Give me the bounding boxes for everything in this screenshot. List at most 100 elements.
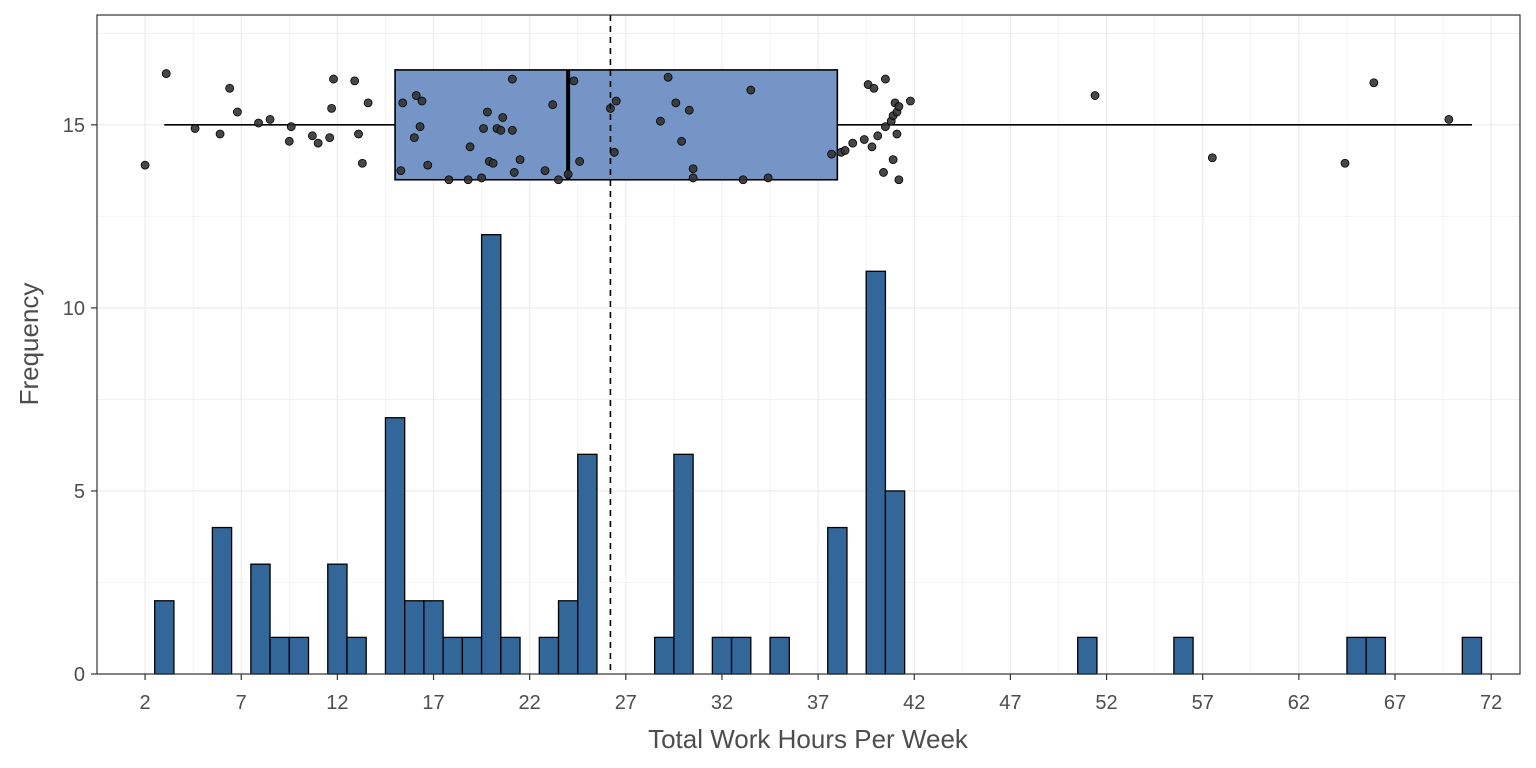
jitter-point <box>677 136 686 146</box>
jitter-point <box>140 160 150 170</box>
histogram-bar <box>557 600 579 675</box>
jitter-point <box>663 72 673 82</box>
jitter-point <box>881 74 890 84</box>
histogram-bar <box>211 526 233 675</box>
jitter-point <box>671 98 681 108</box>
histogram-bar <box>730 636 752 675</box>
histogram-bar <box>423 600 444 675</box>
jitter-point <box>746 85 756 95</box>
x-tick-label: 27 <box>615 692 637 714</box>
jitter-point <box>307 131 317 141</box>
plot-panel-border <box>96 14 1521 675</box>
jitter-point <box>894 102 904 111</box>
jitter-point <box>327 103 337 113</box>
histogram-bar <box>1461 636 1483 675</box>
jitter-point <box>688 173 698 183</box>
jitter-point <box>575 157 585 166</box>
histogram-bar <box>288 636 310 675</box>
boxplot <box>164 69 1472 181</box>
histogram-bar <box>827 526 848 675</box>
jitter-point <box>232 107 242 117</box>
histogram-bar <box>346 636 367 675</box>
jitter-point <box>444 175 454 185</box>
jitter-point <box>1207 153 1217 163</box>
jitter-point <box>477 173 486 183</box>
jitter-point <box>423 160 433 170</box>
jitter-point <box>265 114 275 124</box>
jitter-point <box>417 96 427 106</box>
jitter-point <box>350 76 360 86</box>
histogram-bar <box>711 636 733 675</box>
histogram-bar <box>480 234 502 675</box>
jitter-point <box>409 133 419 143</box>
x-tick-label: 42 <box>903 692 925 714</box>
boxplot-box <box>394 69 839 181</box>
jitter-point <box>225 83 235 93</box>
x-tick-label: 52 <box>1095 692 1117 714</box>
histogram-bar <box>404 600 425 675</box>
y-tick-label: 10 <box>63 298 85 320</box>
jitter-point <box>906 96 915 106</box>
jitter-point <box>507 74 517 84</box>
jitter-point <box>867 142 877 152</box>
x-axis-title: Total Work Hours Per Week <box>648 724 969 754</box>
jitter-point <box>763 173 773 183</box>
y-tick-label: 0 <box>74 664 85 686</box>
jitter-point <box>1444 114 1454 124</box>
histogram-bar <box>384 417 406 675</box>
jitter-point <box>869 83 879 93</box>
jitter-point <box>479 124 488 133</box>
x-tick-label: 62 <box>1288 692 1310 714</box>
x-tick-label: 72 <box>1480 692 1502 714</box>
jitter-point <box>463 175 473 185</box>
histogram-bar <box>654 636 675 675</box>
histogram-bar <box>442 636 464 675</box>
jitter-point <box>488 158 498 168</box>
jitter-point <box>554 175 563 185</box>
jitter-point <box>1090 91 1100 100</box>
jitter-point <box>1369 78 1379 88</box>
jitter-point <box>411 91 421 100</box>
jitter-point <box>498 113 508 122</box>
jitter-point <box>161 69 171 78</box>
jitter-point <box>254 118 263 128</box>
jitter-point <box>515 155 525 165</box>
x-tick-label: 67 <box>1384 692 1406 714</box>
histogram-bar <box>577 453 598 675</box>
jitter-point <box>569 76 579 86</box>
histogram-bars <box>154 234 1483 675</box>
jitter-point <box>325 133 335 143</box>
jitter-point <box>540 166 550 175</box>
x-tick-label: 37 <box>807 692 829 714</box>
histogram-bar <box>884 490 906 675</box>
jitter-point <box>286 122 296 132</box>
y-tick-label: 15 <box>63 115 85 137</box>
histogram-bar <box>769 636 790 675</box>
y-axis: 0 5 10 15 <box>63 115 97 686</box>
jitter-points <box>140 69 1454 185</box>
jitter-point <box>482 107 492 117</box>
histogram-bar <box>500 636 521 675</box>
jitter-point <box>398 98 408 108</box>
jitter-point <box>888 155 898 165</box>
jitter-point <box>879 168 888 177</box>
jitter-point <box>611 96 621 106</box>
jitter-point <box>465 142 475 152</box>
histogram-bar <box>1173 636 1194 675</box>
y-tick-label: 5 <box>74 481 85 503</box>
histogram-bar <box>461 636 483 675</box>
jitter-point <box>548 100 558 110</box>
jitter-point <box>329 74 338 84</box>
histogram-bar <box>327 563 348 675</box>
jitter-point <box>688 164 698 174</box>
x-tick-label: 22 <box>519 692 541 714</box>
jitter-point <box>848 138 858 148</box>
histogram-bar <box>673 453 694 675</box>
histogram-bar <box>1346 636 1367 675</box>
jitter-point <box>215 129 225 139</box>
jitter-point <box>190 124 200 133</box>
histogram-bar <box>269 636 290 675</box>
jitter-point <box>894 175 904 185</box>
x-tick-label: 2 <box>140 692 151 714</box>
